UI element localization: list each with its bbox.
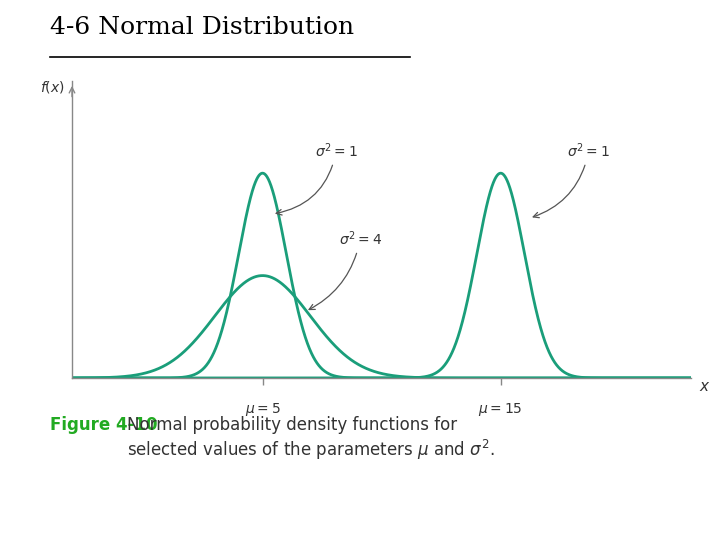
Text: $\sigma^2 = 1$: $\sigma^2 = 1$ bbox=[276, 141, 358, 215]
Text: $x$: $x$ bbox=[698, 379, 710, 394]
Text: $\mu = 5$: $\mu = 5$ bbox=[245, 401, 280, 417]
Text: $\sigma^2 = 1$: $\sigma^2 = 1$ bbox=[534, 141, 610, 218]
Text: $\sigma^2 = 4$: $\sigma^2 = 4$ bbox=[309, 230, 382, 309]
Text: 4-6 Normal Distribution: 4-6 Normal Distribution bbox=[50, 16, 354, 39]
Text: $f(x)$: $f(x)$ bbox=[40, 79, 65, 96]
Text: Figure 4-10: Figure 4-10 bbox=[50, 416, 158, 434]
Text: Normal probability density functions for
selected values of the parameters $\mu$: Normal probability density functions for… bbox=[127, 416, 495, 462]
Text: $\mu = 15$: $\mu = 15$ bbox=[479, 401, 523, 417]
